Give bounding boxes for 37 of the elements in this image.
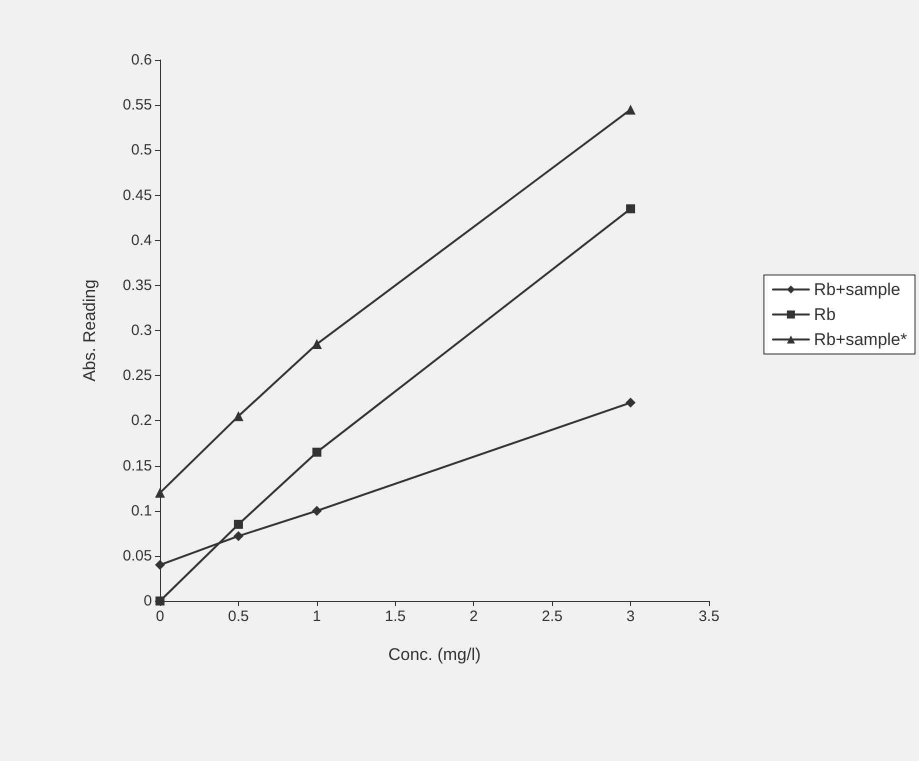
y-tick-label: 0 <box>144 592 152 610</box>
point <box>155 560 165 570</box>
point <box>234 520 243 529</box>
point <box>312 339 322 350</box>
y-tick-label: 0.5 <box>131 142 152 159</box>
legend-label: Rb <box>814 305 836 324</box>
x-tick-label: 0 <box>156 608 164 625</box>
point <box>233 531 244 542</box>
y-tick-label: 0.35 <box>122 276 152 294</box>
point <box>626 398 636 408</box>
x-tick-label: 3.5 <box>698 608 720 625</box>
point <box>312 506 322 516</box>
y-tick-label: 0.4 <box>131 232 152 249</box>
y-tick-label: 0.6 <box>131 52 152 68</box>
x-tick-label: 1.5 <box>384 608 406 625</box>
x-tick-label: 2 <box>470 608 478 625</box>
point <box>155 488 165 498</box>
x-tick-label: 1 <box>312 608 322 625</box>
y-axis-title: Abs. Reading <box>80 279 99 382</box>
legend-label: Rb+sample* <box>814 330 908 349</box>
y-tick-label: 0.05 <box>122 547 152 564</box>
point <box>626 204 636 214</box>
y-tick-label: 0.55 <box>122 96 152 114</box>
x-axis-title: Conc. (mg/l) <box>388 645 481 664</box>
y-tick-label: 0.15 <box>122 457 152 474</box>
y-tick-label: 0.3 <box>131 322 152 339</box>
x-tick-label: 2.5 <box>542 608 563 625</box>
y-tick-label: 0.45 <box>122 186 152 204</box>
point <box>312 448 322 457</box>
y-tick-label: 0.25 <box>122 367 152 384</box>
y-tick-label: 0.1 <box>131 502 152 520</box>
y-tick-label: 0.2 <box>131 412 152 430</box>
point <box>626 104 636 115</box>
legend-label: Rb+sample <box>814 280 900 299</box>
x-tick-label: 0.5 <box>228 608 249 625</box>
x-tick-label: 3 <box>626 608 635 625</box>
point <box>233 411 244 422</box>
